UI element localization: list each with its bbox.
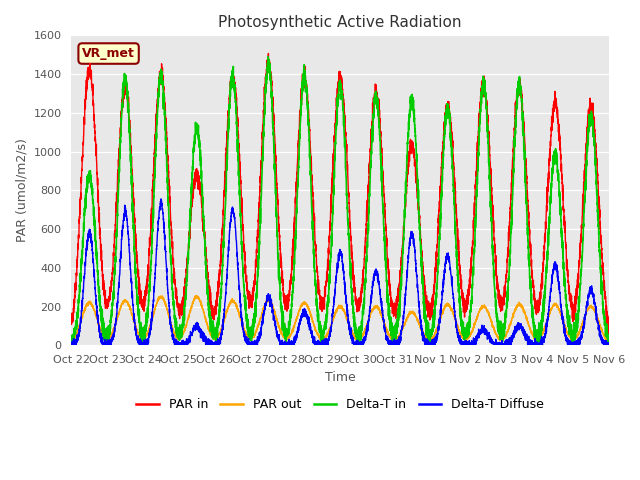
Legend: PAR in, PAR out, Delta-T in, Delta-T Diffuse: PAR in, PAR out, Delta-T in, Delta-T Dif… [131, 394, 549, 417]
Y-axis label: PAR (umol/m2/s): PAR (umol/m2/s) [15, 138, 28, 242]
X-axis label: Time: Time [324, 371, 355, 384]
Title: Photosynthetic Active Radiation: Photosynthetic Active Radiation [218, 15, 462, 30]
Text: VR_met: VR_met [82, 47, 135, 60]
